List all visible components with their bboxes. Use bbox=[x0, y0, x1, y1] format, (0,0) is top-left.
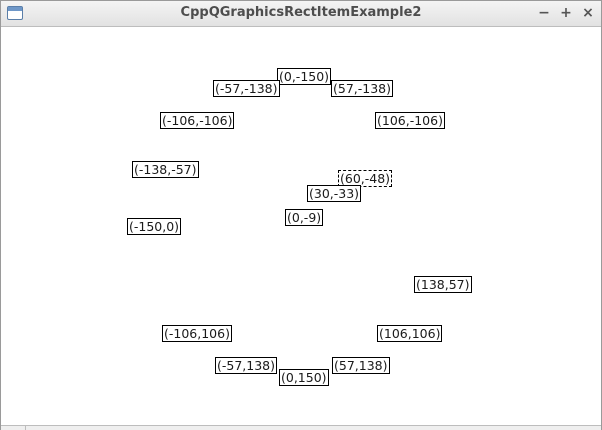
rect-item[interactable]: (0,-150) bbox=[277, 68, 332, 85]
rect-item[interactable]: (30,-33) bbox=[307, 185, 362, 202]
rect-item[interactable]: (0,150) bbox=[279, 369, 329, 386]
rect-item[interactable]: (106,106) bbox=[377, 325, 443, 342]
maximize-button[interactable]: + bbox=[560, 5, 572, 21]
graphics-view[interactable]: (0,-150) (-57,-138) (57,-138) (-106,-106… bbox=[1, 27, 601, 425]
window-bottom-border bbox=[1, 425, 601, 430]
rect-item[interactable]: (106,-106) bbox=[375, 112, 445, 129]
rect-item[interactable]: (-57,-138) bbox=[213, 80, 280, 97]
rect-item[interactable]: (138,57) bbox=[414, 276, 472, 293]
rect-item[interactable]: (-150,0) bbox=[127, 218, 182, 235]
minimize-button[interactable]: − bbox=[538, 5, 550, 21]
rect-item[interactable]: (0,-9) bbox=[285, 209, 324, 226]
rect-item[interactable]: (-57,138) bbox=[215, 357, 278, 374]
window-title: CppQGraphicsRectItemExample2 bbox=[180, 5, 422, 20]
window-icon[interactable] bbox=[7, 6, 23, 20]
rect-item[interactable]: (-138,-57) bbox=[132, 161, 199, 178]
rect-item[interactable]: (57,-138) bbox=[331, 80, 394, 97]
close-button[interactable]: × bbox=[582, 5, 594, 21]
rect-item[interactable]: (-106,106) bbox=[162, 325, 232, 342]
rect-item[interactable]: (57,138) bbox=[332, 357, 390, 374]
title-bar[interactable]: CppQGraphicsRectItemExample2 − + × bbox=[1, 1, 601, 27]
rect-item-selected[interactable]: (60,-48) bbox=[338, 170, 393, 187]
rect-item[interactable]: (-106,-106) bbox=[160, 112, 235, 129]
